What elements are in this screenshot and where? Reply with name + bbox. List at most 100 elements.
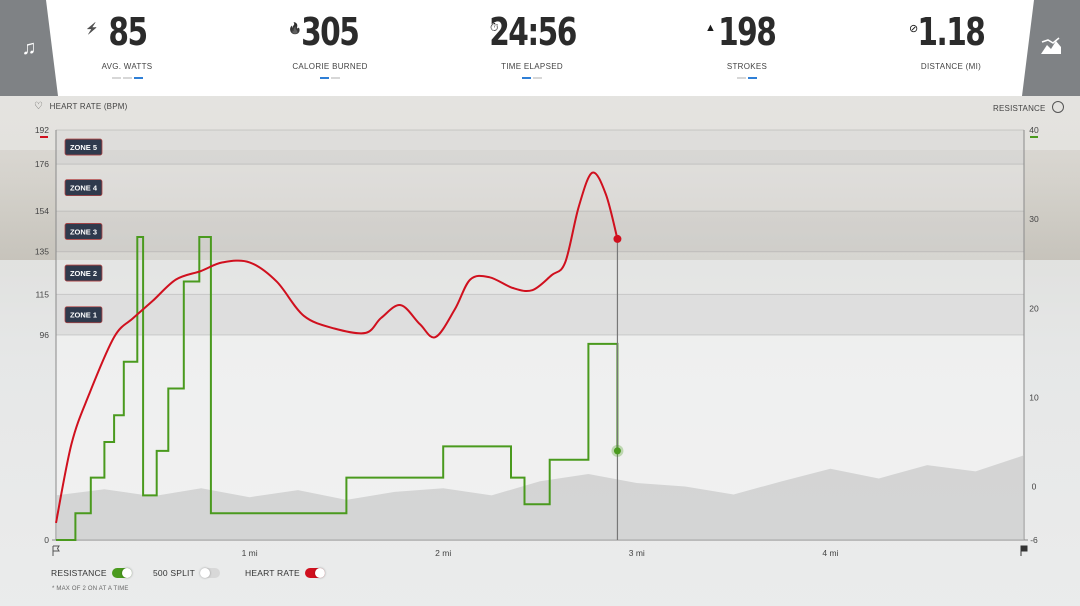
gauge-icon	[1052, 101, 1064, 113]
legend-label: 500 SPLIT	[153, 568, 195, 578]
stats-header: ♫ ⚡ 85 AVG. WATTS 🔥 305 CALORIE BURNED ⏱ 24:56 T…	[0, 0, 1080, 96]
heart-icon: ♡	[34, 101, 44, 112]
stat-avg-watts: ⚡ 85 AVG. WATTS	[47, 10, 207, 94]
stat-label: CALORIE BURNED	[292, 62, 368, 71]
stat-page-dots[interactable]	[250, 77, 410, 80]
resistance-line	[56, 236, 619, 541]
stat-page-dots[interactable]	[871, 77, 1031, 80]
legend-label: RESISTANCE	[51, 568, 107, 578]
heart-rate-tick-label: 176	[35, 159, 49, 169]
stats-bar	[46, 0, 1034, 96]
heart-rate-tick-label: 0	[44, 535, 49, 545]
page-dot[interactable]	[533, 77, 542, 79]
resistance-axis-title: RESISTANCE	[993, 101, 1064, 113]
legend-toggle[interactable]	[111, 568, 132, 578]
stat-value: 1.18	[917, 10, 986, 54]
toggle-knob	[199, 568, 210, 578]
legend-label: HEART RATE	[245, 568, 300, 578]
stopwatch-icon: ⏱	[490, 22, 499, 34]
resistance-tick-label: 0	[1032, 482, 1037, 492]
heart-rate-tick-label: 115	[35, 289, 49, 299]
stat-label: AVG. WATTS	[101, 62, 153, 71]
zone-label: ZONE 4	[70, 184, 98, 193]
zone-label: ZONE 5	[70, 143, 97, 152]
page-dot[interactable]	[522, 77, 531, 79]
heart-rate-line	[55, 171, 619, 524]
zone-label-box	[64, 223, 103, 240]
resistance-tick-label: 10	[1029, 392, 1039, 402]
page-dot[interactable]	[133, 77, 143, 79]
stat-value: 305	[301, 10, 360, 54]
heart-rate-axis-title: ♡ HEART RATE (BPM)	[34, 101, 128, 112]
zone-label-box	[64, 306, 103, 324]
stat-label: TIME ELAPSED	[501, 62, 563, 71]
legend-toggle[interactable]	[304, 568, 325, 578]
stat-page-dots[interactable]	[47, 77, 207, 80]
legend-toggle[interactable]	[199, 568, 220, 578]
page-dot[interactable]	[331, 77, 340, 79]
stat-value: 24:56	[488, 10, 577, 54]
heart-rate-current-point	[613, 234, 622, 243]
resistance-tick-label: 30	[1029, 214, 1039, 224]
resistance-tick-label: 40	[1029, 125, 1039, 135]
stat-strokes: ▲ 198 STROKES	[667, 10, 827, 94]
heart-rate-axis-label: HEART RATE (BPM)	[49, 102, 128, 111]
zone-label-box	[64, 138, 103, 156]
background-shoreline	[0, 150, 1080, 260]
heart-rate-tick-label: 135	[35, 247, 49, 257]
page-dot[interactable]	[748, 77, 757, 79]
page-dot[interactable]	[122, 77, 132, 79]
max-resistance-marker	[1030, 136, 1038, 138]
zone-band	[56, 251, 1024, 295]
distance-tick-label: 2 mi	[435, 548, 451, 558]
zone-band	[56, 211, 1024, 252]
stat-value: 85	[107, 10, 148, 54]
legend-note: * MAX OF 2 ON AT A TIME	[52, 586, 129, 592]
page-dot[interactable]	[737, 77, 746, 79]
zone-label-box	[64, 264, 103, 282]
zone-label-box	[64, 179, 103, 197]
page-dot[interactable]	[320, 77, 329, 79]
toggle-knob	[314, 568, 325, 578]
terrain-chart-icon	[1039, 36, 1063, 60]
heart-rate-tick-label: 154	[35, 206, 49, 216]
zone-label: ZONE 1	[70, 311, 97, 320]
finish-flag-icon	[1020, 545, 1028, 556]
stat-page-dots[interactable]	[667, 77, 827, 80]
bolt-icon: ⚡	[85, 23, 99, 35]
zone-band	[56, 294, 1024, 335]
flame-icon: 🔥	[288, 23, 302, 35]
plot-area	[56, 130, 1024, 540]
zone-band	[56, 164, 1024, 212]
legend-item-heart-rate: HEART RATE	[245, 568, 325, 578]
legend-item-500-split: 500 SPLIT	[153, 568, 220, 578]
resistance-axis-label: RESISTANCE	[993, 104, 1046, 113]
stat-time-elapsed: ⏱ 24:56 TIME ELAPSED	[452, 10, 612, 94]
background-water	[0, 260, 1080, 606]
stat-distance-mi: ⊘ 1.18 DISTANCE (MI)	[871, 10, 1031, 94]
distance-tick-label: 3 mi	[629, 548, 645, 558]
metronome-icon: ▲	[705, 22, 716, 34]
terrain-area	[56, 455, 1024, 540]
zone-label: ZONE 3	[70, 227, 97, 236]
resistance-current-point	[613, 447, 621, 455]
stat-label: STROKES	[726, 62, 768, 71]
stat-label: DISTANCE (MI)	[920, 62, 982, 71]
resistance-tick-label: 20	[1029, 303, 1039, 313]
stat-calorie-burned: 🔥 305 CALORIE BURNED	[250, 10, 410, 94]
zone-label: ZONE 2	[70, 269, 97, 278]
distance-tick-label: 4 mi	[822, 548, 838, 558]
workout-chart: 0 96 115 135 154 176 192 -6 0 10 20 30 40 1 mi 2 mi 3 m…	[35, 125, 1039, 558]
heart-rate-tick-label: 96	[40, 330, 50, 340]
distance-icon: ⊘	[909, 23, 919, 35]
music-icon: ♫	[21, 37, 37, 59]
max-hr-marker	[40, 136, 48, 138]
heart-rate-tick-label: 192	[35, 125, 49, 135]
stat-value: 198	[718, 10, 777, 54]
start-flag-icon	[52, 545, 60, 556]
legend-item-resistance: RESISTANCE	[51, 568, 132, 578]
page-dot[interactable]	[111, 77, 121, 79]
toggle-knob	[121, 568, 132, 578]
resistance-tick-label: -6	[1030, 535, 1038, 545]
stat-page-dots[interactable]	[452, 77, 612, 80]
